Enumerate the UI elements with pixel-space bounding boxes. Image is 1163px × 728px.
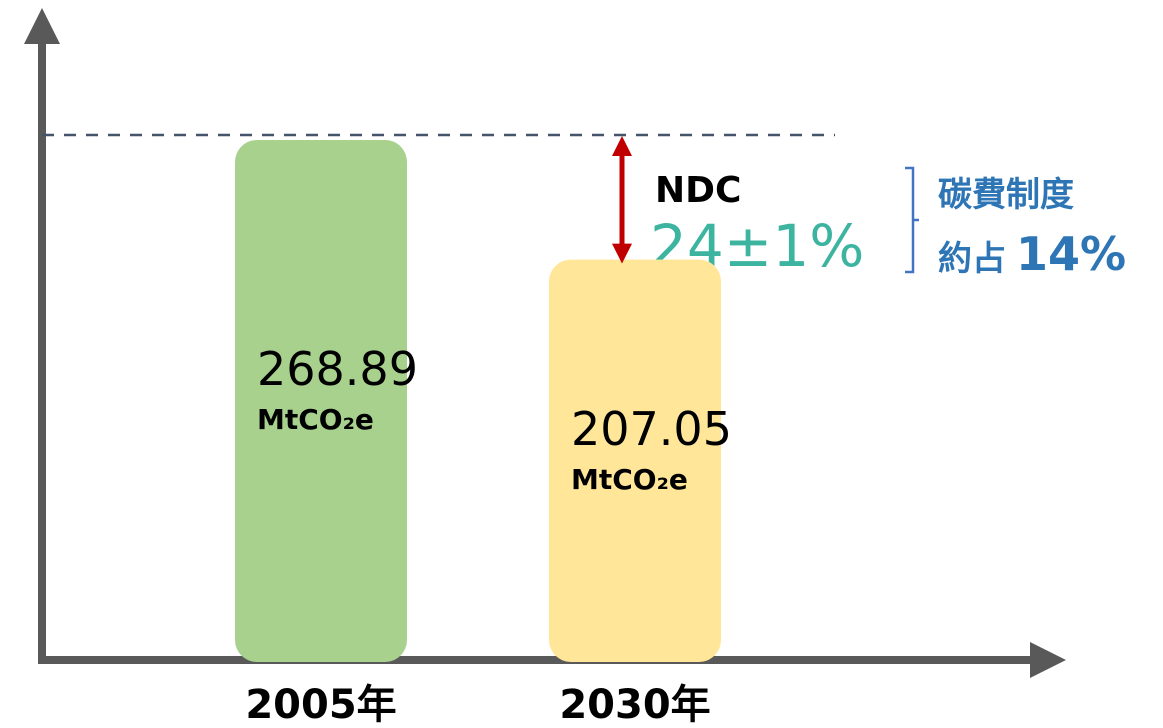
bracket: [905, 166, 919, 274]
x-tick-label: 2030年: [559, 682, 710, 728]
bar: [549, 259, 721, 662]
share-value: 14%: [1016, 227, 1126, 281]
unit-label: MtCO₂e: [257, 403, 374, 436]
unit-label: MtCO₂e: [571, 463, 688, 496]
x-axis-arrow: [1030, 642, 1066, 678]
x-tick-label: 2005年: [245, 682, 396, 728]
y-axis-arrow: [24, 8, 60, 44]
share-prefix: 約占: [938, 239, 1006, 279]
scheme-label: 碳費制度: [938, 175, 1074, 215]
value-label: 268.89: [257, 342, 418, 396]
bar: [235, 140, 407, 662]
ndc-label: NDC: [655, 170, 741, 211]
share-label: 約占 14%: [938, 227, 1126, 281]
value-label: 207.05: [571, 402, 732, 456]
